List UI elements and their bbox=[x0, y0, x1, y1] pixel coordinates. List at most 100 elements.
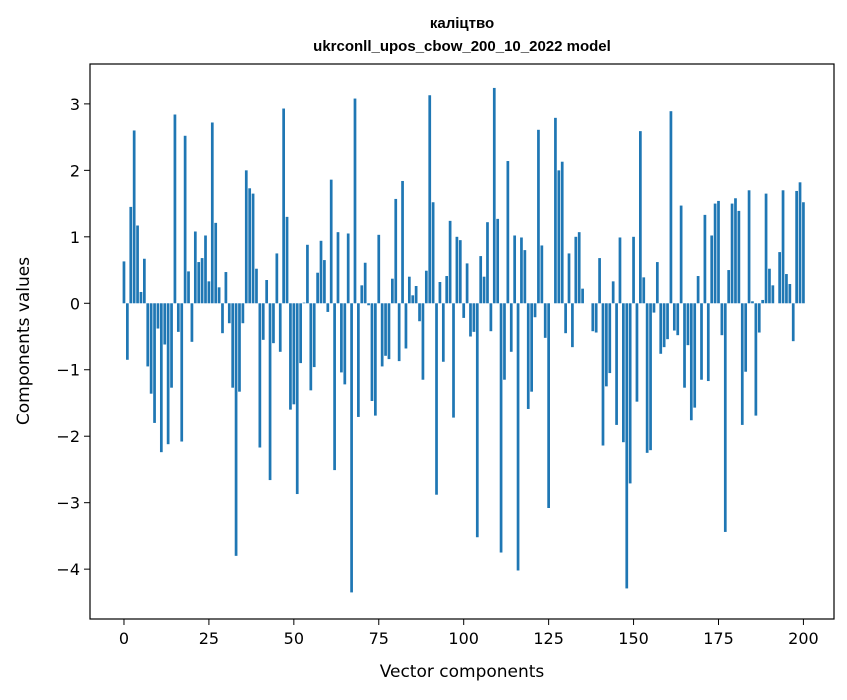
bar bbox=[292, 303, 295, 404]
bar bbox=[442, 303, 445, 361]
bar bbox=[721, 303, 724, 335]
bar bbox=[347, 233, 350, 303]
bar bbox=[123, 261, 126, 303]
bar bbox=[490, 303, 493, 331]
bar bbox=[259, 303, 262, 447]
chart-title-line-1: каліцтво bbox=[430, 15, 494, 32]
bar bbox=[194, 232, 197, 304]
bar bbox=[520, 237, 523, 303]
bar bbox=[782, 190, 785, 303]
bar bbox=[765, 194, 768, 304]
bar bbox=[286, 217, 289, 303]
bar bbox=[180, 303, 183, 441]
bar bbox=[612, 281, 615, 303]
bar bbox=[394, 199, 397, 303]
bar bbox=[473, 303, 476, 332]
bar bbox=[751, 301, 754, 303]
bar bbox=[605, 303, 608, 386]
bar bbox=[320, 241, 323, 303]
bar bbox=[374, 303, 377, 415]
bar bbox=[513, 235, 516, 303]
bar bbox=[496, 219, 499, 303]
bar bbox=[761, 300, 764, 303]
bar bbox=[326, 303, 329, 312]
bar bbox=[625, 303, 628, 588]
bar bbox=[697, 276, 700, 303]
bar bbox=[663, 303, 666, 347]
bar bbox=[160, 303, 163, 452]
bar bbox=[571, 303, 574, 347]
bar bbox=[225, 272, 228, 303]
y-tick-label: 1 bbox=[70, 228, 80, 247]
chart-title-line-2: ukrconll_upos_cbow_200_10_2022 model bbox=[313, 38, 611, 55]
bar bbox=[503, 303, 506, 379]
x-axis-label: Vector components bbox=[380, 662, 545, 682]
bar bbox=[255, 269, 258, 304]
y-tick-label: −1 bbox=[56, 361, 80, 380]
bar bbox=[211, 122, 214, 303]
bar bbox=[456, 237, 459, 303]
bar bbox=[313, 303, 316, 367]
bar bbox=[411, 295, 414, 303]
bar bbox=[228, 303, 231, 323]
bar bbox=[269, 303, 272, 480]
x-tick-label: 50 bbox=[284, 629, 304, 648]
bar bbox=[309, 303, 312, 390]
x-tick-label: 200 bbox=[788, 629, 819, 648]
bar bbox=[235, 303, 238, 556]
bar bbox=[208, 281, 211, 303]
bar bbox=[527, 303, 530, 409]
bar bbox=[564, 303, 567, 333]
bar bbox=[360, 285, 363, 303]
bar bbox=[507, 161, 510, 303]
bar bbox=[428, 95, 431, 303]
bar bbox=[201, 258, 204, 303]
bar bbox=[275, 253, 278, 303]
bar bbox=[398, 303, 401, 361]
bar bbox=[486, 222, 489, 303]
bar bbox=[425, 271, 428, 304]
bar bbox=[408, 277, 411, 304]
bar bbox=[214, 223, 217, 303]
bar bbox=[710, 235, 713, 303]
bar bbox=[432, 202, 435, 303]
x-tick-label: 100 bbox=[448, 629, 479, 648]
bar bbox=[140, 292, 143, 303]
bar bbox=[177, 303, 180, 332]
bar bbox=[591, 303, 594, 331]
bar bbox=[574, 237, 577, 303]
bar bbox=[262, 303, 265, 340]
bar bbox=[653, 303, 656, 312]
bar bbox=[204, 235, 207, 303]
bar bbox=[381, 303, 384, 366]
bar bbox=[248, 188, 251, 303]
bar bbox=[788, 284, 791, 303]
bar bbox=[435, 303, 438, 494]
bar bbox=[673, 303, 676, 330]
bar bbox=[799, 182, 802, 303]
bar bbox=[595, 303, 598, 332]
bar bbox=[690, 303, 693, 420]
x-tick-label: 75 bbox=[369, 629, 389, 648]
bar bbox=[717, 201, 720, 303]
bar bbox=[415, 286, 418, 303]
bar bbox=[619, 237, 622, 303]
bar bbox=[422, 303, 425, 379]
bar bbox=[150, 303, 153, 393]
bar bbox=[632, 237, 635, 303]
bar bbox=[547, 303, 550, 508]
bar bbox=[377, 235, 380, 303]
bar bbox=[771, 285, 774, 303]
bar bbox=[666, 303, 669, 339]
bar bbox=[608, 303, 611, 373]
bar bbox=[537, 130, 540, 303]
bar bbox=[279, 303, 282, 352]
x-tick-label: 125 bbox=[533, 629, 564, 648]
x-tick-label: 175 bbox=[703, 629, 734, 648]
bar bbox=[544, 303, 547, 338]
bar bbox=[704, 215, 707, 303]
bar bbox=[792, 303, 795, 341]
bar bbox=[622, 303, 625, 442]
bar bbox=[466, 263, 469, 303]
y-axis-label: Components values bbox=[14, 257, 34, 425]
